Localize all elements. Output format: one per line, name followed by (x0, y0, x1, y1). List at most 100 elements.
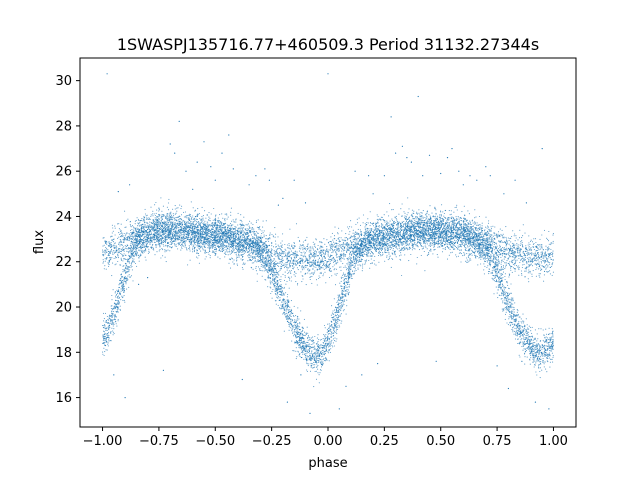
data-point (283, 255, 285, 258)
data-point (347, 242, 349, 245)
data-point (502, 265, 504, 267)
data-point (131, 225, 134, 227)
data-point (537, 248, 539, 250)
data-point (171, 216, 173, 218)
data-point (412, 216, 414, 218)
data-point (159, 246, 161, 248)
data-point (519, 261, 521, 263)
data-point (356, 240, 358, 242)
data-point (320, 261, 322, 263)
data-point (294, 257, 296, 259)
data-point (319, 247, 321, 249)
data-point (225, 253, 227, 256)
data-point (347, 262, 349, 264)
data-point (349, 259, 351, 261)
data-point (532, 243, 534, 245)
data-point (312, 274, 314, 276)
data-point (505, 249, 507, 251)
data-point (492, 242, 494, 244)
data-point (430, 221, 432, 223)
data-point (294, 271, 296, 273)
data-point (396, 244, 398, 246)
data-point (527, 261, 530, 263)
data-point (273, 250, 275, 252)
data-point (391, 257, 393, 260)
data-point (136, 217, 138, 219)
data-point (288, 263, 290, 265)
data-point (413, 210, 415, 212)
data-point (357, 261, 359, 263)
data-point (268, 249, 270, 252)
data-point (340, 260, 342, 262)
data-point (127, 237, 129, 239)
data-point (174, 245, 176, 247)
data-point (533, 242, 535, 245)
data-point (469, 229, 471, 231)
data-point (110, 250, 112, 252)
data-point (529, 272, 531, 274)
data-point (388, 258, 390, 260)
data-point (223, 252, 225, 254)
data-point (167, 230, 169, 232)
data-point (346, 241, 348, 244)
data-point (534, 263, 536, 265)
data-point (290, 269, 292, 272)
data-point (544, 260, 547, 262)
data-point (265, 255, 267, 257)
data-point (403, 222, 405, 225)
data-point (356, 218, 358, 220)
data-point (274, 240, 277, 242)
data-point (301, 254, 303, 256)
data-point (552, 271, 554, 273)
data-point (224, 256, 226, 258)
data-point (131, 237, 133, 239)
data-point (198, 223, 200, 225)
data-point (385, 247, 387, 249)
data-point (378, 247, 381, 249)
data-point (134, 220, 136, 222)
data-point (423, 242, 425, 244)
data-point (364, 262, 367, 264)
data-point (528, 254, 530, 256)
data-point (104, 253, 106, 255)
data-point (147, 238, 150, 240)
data-point (102, 262, 104, 264)
data-point (349, 252, 352, 254)
data-point (541, 251, 543, 253)
data-point (434, 248, 436, 250)
data-point (465, 260, 467, 262)
data-point (549, 253, 551, 255)
data-point (238, 235, 240, 237)
data-point (266, 247, 268, 249)
data-point (107, 249, 109, 251)
data-point (105, 242, 107, 245)
data-point (308, 269, 310, 271)
data-point (208, 232, 210, 234)
data-point (336, 250, 338, 252)
data-point (253, 228, 255, 230)
data-point (313, 266, 315, 268)
data-point (284, 276, 286, 278)
data-point (545, 245, 547, 247)
data-point (457, 245, 459, 247)
data-point (550, 258, 553, 260)
data-point (505, 245, 507, 247)
data-point (354, 256, 356, 258)
data-point (518, 265, 520, 267)
data-point (305, 266, 307, 269)
data-point (534, 259, 536, 261)
data-point (330, 247, 332, 250)
data-point (160, 241, 163, 243)
data-point (421, 227, 423, 230)
data-point (194, 244, 196, 246)
data-point (129, 229, 132, 231)
data-point (552, 252, 554, 254)
data-point (350, 262, 353, 264)
data-point (335, 239, 337, 241)
data-point (110, 242, 112, 244)
data-point (186, 224, 188, 226)
data-point (230, 211, 232, 213)
data-point (513, 235, 515, 237)
data-point (334, 242, 336, 244)
data-point (552, 253, 554, 255)
